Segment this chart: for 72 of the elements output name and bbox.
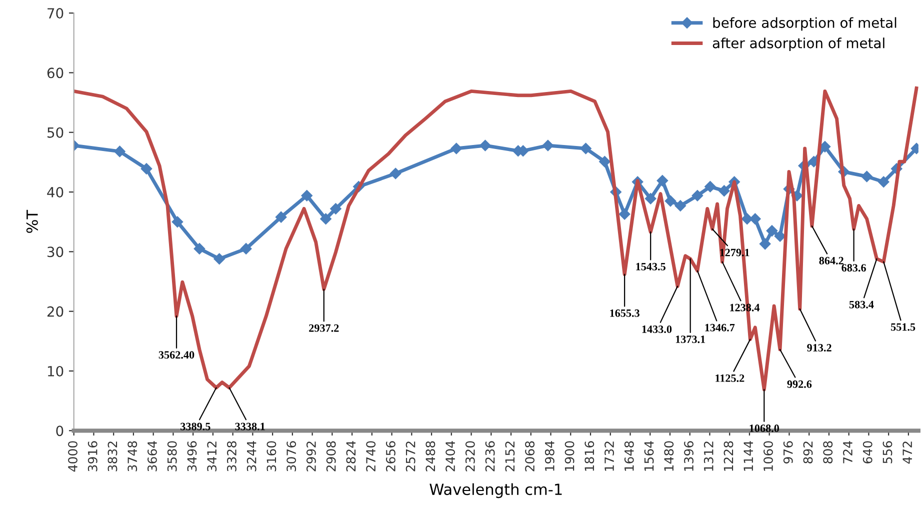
- x-tick-label: 556: [882, 441, 892, 464]
- x-tick-label: 472: [902, 442, 912, 464]
- annotation: 1543.5: [636, 262, 666, 270]
- x-tick-label: 1144: [744, 441, 753, 471]
- x-tick-label: 2908: [326, 441, 336, 472]
- y-tick-label: 60: [47, 68, 64, 78]
- annotation: 992.6: [787, 380, 812, 388]
- x-tick-label: 1732: [604, 442, 614, 471]
- x-tick-label: 808: [823, 441, 833, 464]
- x-tick-label: 724: [843, 441, 852, 464]
- x-tick-label: 2488: [426, 441, 436, 472]
- x-tick-label: 1564: [644, 441, 654, 471]
- x-tick-label: 3748: [128, 441, 138, 472]
- y-tick-label: 0: [56, 426, 64, 436]
- x-tick-label: 3580: [167, 441, 177, 472]
- annotation: 3338.1: [235, 422, 265, 430]
- x-tick-label: 1648: [624, 441, 634, 471]
- x-tick-label: 1816: [584, 441, 594, 471]
- x-tick-label: 3244: [246, 441, 256, 472]
- x-tick-label: 2404: [446, 441, 456, 472]
- x-tick-label: 2572: [406, 442, 416, 472]
- y-tick-label: 70: [48, 8, 64, 19]
- annotation: 1068.0: [750, 424, 779, 432]
- annotation: 3562.40: [158, 351, 194, 359]
- x-tick-label: 3664: [148, 441, 157, 472]
- legend-label: after adsorption of metal: [712, 38, 884, 52]
- annotation: 1125.2: [716, 374, 744, 382]
- annotation: 1655.3: [610, 309, 640, 317]
- x-tick-label: 976: [783, 441, 793, 464]
- x-tick-label: 3160: [266, 441, 276, 472]
- y-tick-label: 40: [47, 186, 64, 198]
- y-axis-title: %T: [26, 210, 38, 233]
- annotation: 2937.2: [309, 324, 339, 332]
- annotation: 1373.1: [676, 336, 706, 344]
- x-tick-label: 3496: [187, 441, 197, 472]
- x-axis-title: Wavelength cm-1: [430, 483, 562, 498]
- annotation: 1346.7: [705, 324, 735, 332]
- y-tick-label: 30: [48, 246, 64, 258]
- x-tick-label: 3916: [88, 441, 98, 472]
- x-tick-label: 3328: [226, 441, 236, 472]
- annotation: 551.5: [891, 323, 916, 331]
- x-tick-label: 1900: [564, 441, 574, 471]
- x-tick-label: 2824: [346, 441, 356, 472]
- annotation: 913.2: [807, 344, 832, 352]
- x-tick-label: 2152: [505, 442, 515, 472]
- x-tick-label: 3076: [286, 441, 296, 472]
- legend-label: before adsorption of metal: [713, 17, 896, 31]
- x-tick-label: 1060: [764, 441, 773, 471]
- y-tick-label: 10: [48, 366, 64, 376]
- x-tick-label: 2656: [386, 441, 396, 472]
- annotation: 683.6: [842, 264, 866, 272]
- x-tick-label: 2740: [366, 441, 376, 472]
- x-tick-label: 1396: [684, 441, 694, 471]
- x-tick-label: 892: [803, 442, 813, 464]
- x-tick-label: 1312: [704, 442, 714, 471]
- y-tick-label: 20: [47, 306, 64, 317]
- x-tick-label: 4000: [68, 441, 78, 472]
- y-tick-label: 50: [48, 127, 64, 138]
- x-tick-label: 640: [862, 441, 872, 464]
- x-tick-label: 3832: [108, 442, 118, 472]
- x-tick-label: 1228: [724, 441, 734, 471]
- annotation: 3389.5: [180, 422, 210, 430]
- x-tick-label: 2236: [485, 441, 495, 472]
- annotation: 583.4: [849, 300, 874, 308]
- x-tick-label: 2068: [525, 441, 535, 472]
- x-tick-label: 1480: [664, 441, 674, 471]
- x-tick-label: 3412: [207, 442, 217, 472]
- x-tick-label: 2992: [306, 442, 316, 472]
- annotation: 1433.0: [642, 325, 672, 334]
- x-tick-label: 2320: [465, 441, 475, 472]
- annotation: 864.2: [819, 256, 844, 264]
- x-tick-label: 1984: [544, 441, 554, 471]
